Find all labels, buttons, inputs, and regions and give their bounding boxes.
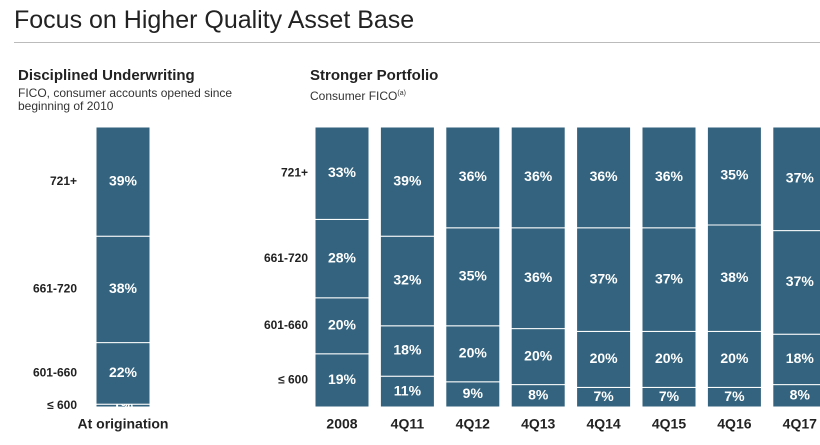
- bar-segment: [379, 325, 435, 377]
- value-label: 32%: [393, 272, 422, 288]
- x-tick-label: 4Q17: [783, 416, 817, 432]
- value-label: 18%: [786, 350, 815, 366]
- series-label: 661-720: [264, 251, 308, 265]
- bar-segment: [95, 235, 151, 344]
- value-label: 38%: [720, 269, 749, 285]
- x-tick-label: At origination: [78, 416, 169, 432]
- value-label: 38%: [109, 280, 138, 296]
- series-label: ≤ 600: [47, 398, 77, 412]
- value-label: 7%: [659, 388, 680, 404]
- bar-segment: [379, 126, 435, 237]
- value-label: 9%: [463, 385, 484, 401]
- slide-title: Focus on Higher Quality Asset Base: [14, 6, 415, 34]
- x-tick-label: 4Q15: [652, 416, 686, 432]
- bar-segment: [445, 381, 501, 408]
- series-label: 721+: [281, 165, 308, 179]
- value-label: 33%: [328, 164, 357, 180]
- series-label: ≤ 600: [278, 373, 308, 387]
- bar-segment: [510, 227, 566, 330]
- series-label: 601-660: [33, 366, 77, 380]
- series-label: 661-720: [33, 282, 77, 296]
- bar-segment: [576, 227, 632, 332]
- bar-segment: [510, 126, 566, 229]
- value-label: 18%: [393, 342, 422, 358]
- value-label: 11%: [394, 382, 422, 398]
- value-label: 8%: [790, 387, 811, 403]
- value-label: 36%: [524, 269, 553, 285]
- value-label: 28%: [328, 249, 357, 265]
- value-label: 39%: [109, 172, 138, 188]
- chart-title: Stronger Portfolio: [310, 67, 439, 84]
- value-label: 36%: [524, 168, 553, 184]
- value-label: 22%: [109, 364, 138, 380]
- value-label: 20%: [524, 347, 553, 363]
- bar-segment: [379, 235, 435, 327]
- x-tick-label: 4Q16: [717, 416, 751, 432]
- value-label: 36%: [459, 168, 488, 184]
- chart-subtitle: Consumer FICO(a): [310, 87, 406, 103]
- bar-segment: [706, 224, 762, 332]
- value-label: 37%: [786, 273, 815, 289]
- title-rule: [14, 42, 820, 43]
- value-label: 37%: [786, 170, 815, 186]
- bar-segment: [706, 330, 762, 388]
- value-label: 8%: [528, 387, 549, 403]
- bar-segment: [95, 342, 151, 405]
- x-tick-label: 2008: [326, 416, 357, 432]
- x-tick-label: 4Q11: [391, 416, 425, 432]
- value-label: 7%: [724, 388, 745, 404]
- bar-segment: [445, 126, 501, 229]
- value-label: 39%: [393, 172, 422, 188]
- x-tick-label: 4Q13: [521, 416, 555, 432]
- value-label: 20%: [655, 350, 684, 366]
- x-tick-label: 4Q14: [586, 416, 620, 432]
- bar-segment: [706, 126, 762, 226]
- bar-segment: [641, 126, 697, 229]
- bar-segment: [314, 353, 370, 408]
- bar-segment: [772, 126, 820, 232]
- bar-segment: [510, 328, 566, 386]
- chart-title: Disciplined Underwriting: [18, 67, 195, 84]
- bar-segment: [576, 126, 632, 229]
- value-label: 37%: [655, 270, 684, 286]
- value-label: 37%: [590, 270, 619, 286]
- value-label: 19%: [328, 371, 357, 387]
- value-label: 36%: [655, 168, 684, 184]
- value-label: 20%: [459, 345, 488, 361]
- bar-segment: [95, 126, 151, 237]
- value-label: 35%: [720, 167, 749, 183]
- series-label: 601-660: [264, 318, 308, 332]
- subtitle-note: (a): [397, 90, 406, 97]
- subtitle-text: Consumer FICO: [310, 89, 398, 103]
- value-label: 36%: [590, 168, 619, 184]
- bar-segment: [314, 126, 370, 220]
- series-label: 721+: [50, 174, 77, 188]
- chart-subtitle: FICO, consumer accounts opened since beg…: [18, 86, 233, 113]
- value-label: 35%: [459, 268, 488, 284]
- x-tick-label: 4Q12: [456, 416, 490, 432]
- value-label: 20%: [720, 350, 749, 366]
- value-label: 7%: [593, 388, 614, 404]
- bar-segment: [445, 227, 501, 327]
- value-label: 20%: [328, 317, 357, 333]
- value-label: 20%: [590, 350, 619, 366]
